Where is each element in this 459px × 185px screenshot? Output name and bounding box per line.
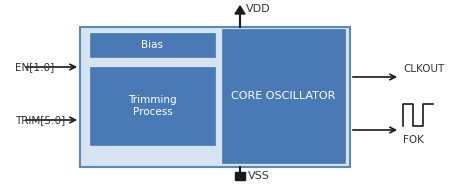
Polygon shape — [235, 6, 245, 14]
Text: Bias: Bias — [141, 40, 163, 50]
Text: TRIM[5:0]: TRIM[5:0] — [15, 115, 65, 125]
Text: VDD: VDD — [246, 4, 270, 14]
Text: Trimming
Process: Trimming Process — [128, 95, 176, 117]
Bar — [80, 27, 349, 167]
Text: VSS: VSS — [247, 171, 269, 181]
Text: FOK: FOK — [402, 135, 423, 145]
Bar — [90, 67, 214, 145]
Text: CORE OSCILLATOR: CORE OSCILLATOR — [231, 91, 335, 101]
Bar — [222, 29, 344, 163]
Bar — [90, 33, 214, 57]
Bar — [235, 172, 245, 180]
Text: EN[1:0]: EN[1:0] — [15, 62, 54, 72]
Text: CLKOUT: CLKOUT — [402, 64, 443, 74]
